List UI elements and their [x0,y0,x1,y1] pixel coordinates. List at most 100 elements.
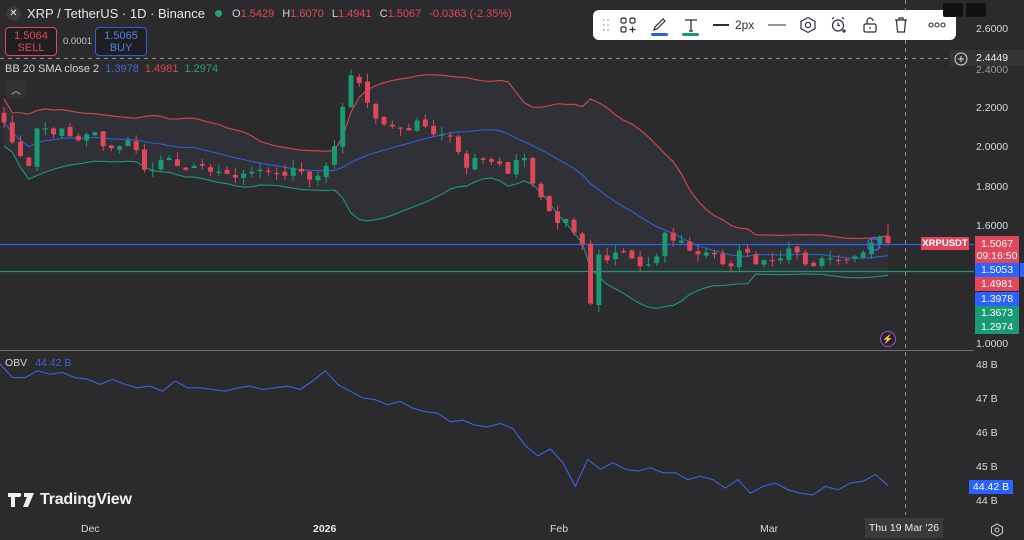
price-tick: 1.6000 [976,220,1009,232]
symbol-legend: ✕ XRP / TetherUS · 1D · Binance O1.5429 … [6,6,512,21]
visibility-button[interactable] [792,10,823,40]
bb-lower-value: 1.2974 [184,63,219,75]
obv-value: 44.42 B [35,357,72,369]
time-label: Feb [550,523,569,535]
logo-text: TradingView [40,491,132,508]
lock-button[interactable] [855,10,886,40]
tradingview-logo[interactable]: TradingView [8,491,132,509]
bb-upper-value: 1.4981 [144,63,179,75]
pencil-icon [653,18,667,31]
line-width-button[interactable]: 2px [706,10,761,40]
collapse-legend-button[interactable]: ︿ [6,80,26,98]
hline-green-tag: 1.3673 [975,306,1019,320]
crosshair-date-label: Thu 19 Mar '26 [865,518,943,538]
close-label: C [379,7,388,20]
drag-handle-icon[interactable] [599,10,613,40]
crosshair-price-bg [950,50,1024,66]
price-tick: 2.6000 [976,23,1009,35]
price-tick: 1.0000 [976,338,1009,350]
bar-countdown: 09:16:50 [976,249,1018,262]
buy-label: BUY [109,41,133,54]
crosshair-price-label: 2.4449 [976,52,1009,64]
time-label: Mar [760,523,779,535]
time-label: Dec [81,523,100,535]
bb-basis-value: 1.3978 [105,63,139,75]
price-tick: 2.0000 [976,141,1009,153]
low-label: L [331,7,338,20]
bb-label: BB 20 SMA close 2 [5,63,100,75]
trash-icon [895,17,908,33]
chart-settings-icon[interactable] [990,523,1004,537]
hline-price-tag: 1.5053 [975,263,1019,277]
obv-tick: 47 B [976,393,998,405]
sell-label: SELL [17,41,45,54]
close-value: 1.5067 [387,7,422,20]
sell-button[interactable]: 1.5064 SELL [5,27,57,56]
tradingview-logo-icon [8,493,34,507]
line-width-label: 2px [734,18,755,32]
x-icon: ✕ [6,6,21,21]
add-objects-button[interactable] [613,10,644,40]
open-value: 1.5429 [240,7,275,20]
unlock-icon [863,17,877,33]
line-style-icon [767,24,786,26]
obv-line [0,363,889,496]
more-button[interactable] [917,10,956,40]
obv-tick: 46 B [976,427,998,439]
low-value: 1.4941 [337,7,372,20]
obv-current-tag: 44.42 B [969,480,1013,494]
line-color-swatch [650,33,669,36]
template-icon [620,17,636,33]
symbol-title[interactable]: XRP / TetherUS · 1D · Binance [27,6,205,21]
price-tick: 1.8000 [976,181,1009,193]
fullscreen-button[interactable] [966,3,986,17]
more-horizontal-icon [927,22,946,28]
hexagon-settings-icon [800,16,816,34]
text-color-button[interactable] [675,10,706,40]
add-alert-plus-icon[interactable] [954,52,968,66]
last-price-tag: 1.5067 09:16:50 [975,236,1019,263]
obv-legend[interactable]: OBV 44.42 B [5,357,71,369]
minimize-button[interactable] [943,3,963,17]
bb-basis-tag: 1.3978 [975,292,1019,306]
bb-lower-tag: 1.2974 [975,320,1019,334]
open-label: O [232,7,241,20]
sell-price: 1.5064 [14,29,48,42]
window-controls [943,3,986,17]
obv-tick: 45 B [976,461,998,473]
text-icon [684,19,697,32]
high-label: H [282,7,291,20]
time-label: 2026 [313,523,337,535]
bb-upper-tag: 1.4981 [975,277,1019,291]
last-price: 1.5067 [980,237,1014,250]
buy-price: 1.5065 [104,29,138,42]
change-value: -0.0363 (-2.35%) [429,7,512,20]
line-color-button[interactable] [644,10,675,40]
price-tick: 2.2000 [976,102,1009,114]
line-width-icon [712,24,729,26]
line-style-button[interactable] [761,10,792,40]
obv-tick: 48 B [976,359,998,371]
ohlc-values: O1.5429 H1.6070 L1.4941 C1.5067 -0.0363 … [232,8,512,20]
text-color-swatch [682,33,700,36]
chevron-up-icon: ︿ [11,85,21,97]
alarm-clock-plus-icon [831,17,846,33]
drawing-toolbar: 2px [593,10,956,40]
price-tag-marker [1020,263,1024,277]
price-tick: 2.4000 [976,64,1009,76]
symbol-name-tag: XRPUSDT [921,237,969,250]
candlestick-series [1,69,891,313]
spread-value: 0.0001 [63,36,93,47]
obv-label: OBV [5,357,28,369]
buy-button[interactable]: 1.5065 BUY [95,27,147,56]
market-open-icon [215,10,222,17]
high-value: 1.6070 [290,7,324,20]
bb-legend[interactable]: BB 20 SMA close 2 1.3978 1.4981 1.2974 [5,63,218,75]
delete-button[interactable] [886,10,917,40]
lightning-icon[interactable]: ⚡ [880,331,896,347]
add-alert-button[interactable] [823,10,854,40]
obv-tick: 44 B [976,495,998,507]
line-anchor-handle[interactable] [867,238,880,251]
